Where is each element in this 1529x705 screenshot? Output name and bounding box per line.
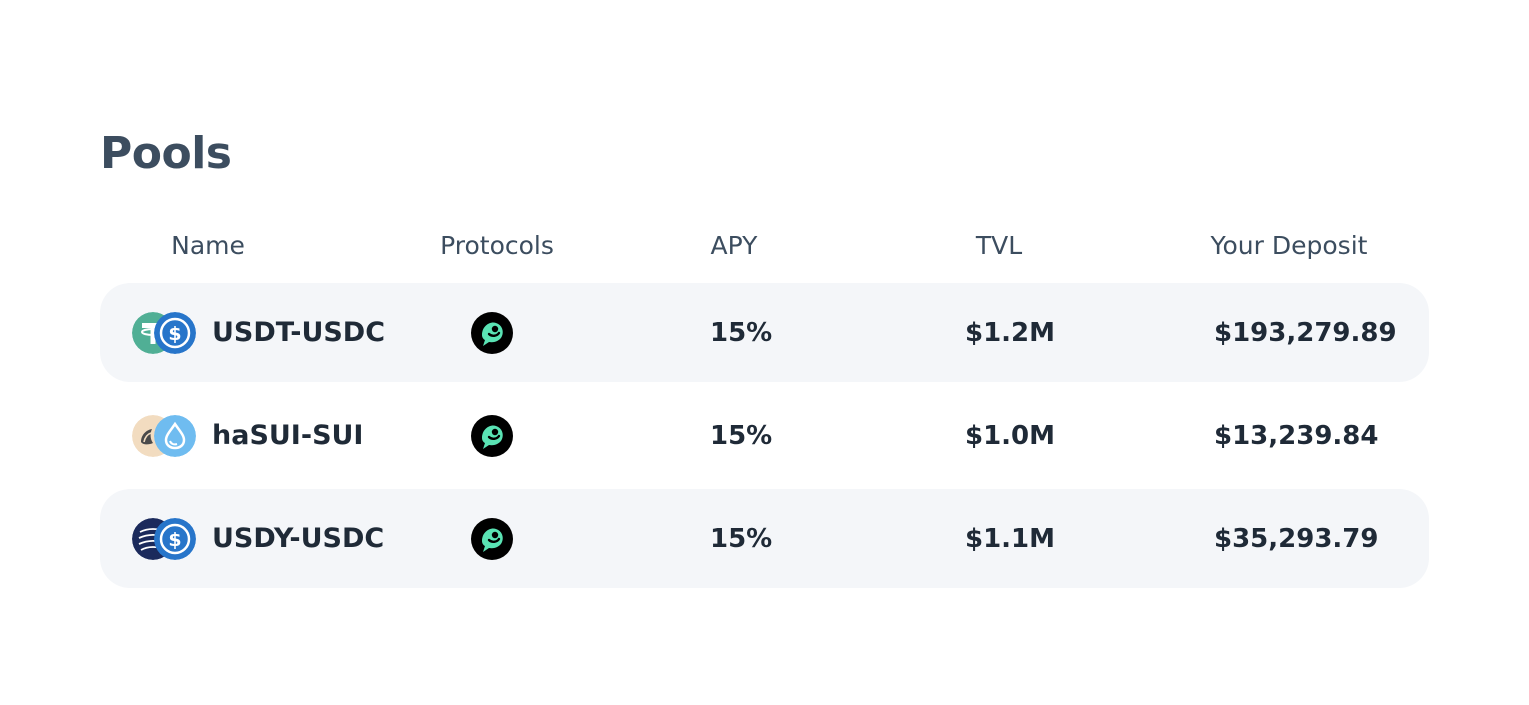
protocols-cell <box>471 385 513 486</box>
pool-name-cell: $ USDT-USDC <box>132 283 385 382</box>
bird-protocol-icon <box>471 311 513 354</box>
token-pair-icons: $ <box>132 517 198 560</box>
tvl-cell: $1.1M <box>965 489 1055 588</box>
column-header-name[interactable]: Name <box>171 231 245 260</box>
usdc-icon: $ <box>154 517 196 560</box>
column-header-tvl[interactable]: TVL <box>975 231 1023 260</box>
pool-name-cell: haSUI-SUI <box>132 385 363 486</box>
deposit-value: $193,279.89 <box>1214 317 1397 348</box>
apy-value: 15% <box>710 420 773 451</box>
bird-protocol-icon <box>471 517 513 560</box>
pools-table-body: $ USDT-USDC 15% $1.2M $193,279.89 <box>100 283 1429 591</box>
column-header-protocols[interactable]: Protocols <box>440 231 554 260</box>
tvl-value: $1.1M <box>965 523 1056 554</box>
svg-text:$: $ <box>168 529 181 551</box>
pool-row-usdt-usdc[interactable]: $ USDT-USDC 15% $1.2M $193,279.89 <box>100 283 1429 382</box>
usdc-icon: $ <box>154 311 196 354</box>
token-pair-icons: $ <box>132 311 198 354</box>
deposit-value: $13,239.84 <box>1214 420 1379 451</box>
column-header-apy[interactable]: APY <box>710 231 758 260</box>
apy-cell: 15% <box>710 489 772 588</box>
sui-icon <box>154 414 196 457</box>
apy-value: 15% <box>710 317 773 348</box>
tvl-value: $1.2M <box>965 317 1056 348</box>
tvl-value: $1.0M <box>965 420 1056 451</box>
token-pair-icons <box>132 414 198 457</box>
deposit-cell: $13,239.84 <box>1214 385 1378 486</box>
tvl-cell: $1.0M <box>965 385 1055 486</box>
column-header-your-deposit[interactable]: Your Deposit <box>1210 231 1368 260</box>
pool-row-usdy-usdc[interactable]: $ USDY-USDC 15% $1.1M $35,293.79 <box>100 489 1429 588</box>
deposit-cell: $193,279.89 <box>1214 283 1397 382</box>
protocols-cell <box>471 283 513 382</box>
pool-name: USDT-USDC <box>212 317 386 348</box>
pool-name: haSUI-SUI <box>212 420 364 451</box>
deposit-value: $35,293.79 <box>1214 523 1379 554</box>
apy-cell: 15% <box>710 283 772 382</box>
pool-name: USDY-USDC <box>212 523 385 554</box>
apy-cell: 15% <box>710 385 772 486</box>
pool-name-cell: $ USDY-USDC <box>132 489 384 588</box>
deposit-cell: $35,293.79 <box>1214 489 1378 588</box>
page-title: Pools <box>100 128 232 179</box>
pool-row-hasui-sui[interactable]: haSUI-SUI 15% $1.0M $13,239.84 <box>100 385 1429 486</box>
apy-value: 15% <box>710 523 773 554</box>
bird-protocol-icon <box>471 414 513 457</box>
svg-text:$: $ <box>168 323 181 345</box>
protocols-cell <box>471 489 513 588</box>
pools-table-header: Name Protocols APY TVL Your Deposit <box>100 226 1429 266</box>
tvl-cell: $1.2M <box>965 283 1055 382</box>
